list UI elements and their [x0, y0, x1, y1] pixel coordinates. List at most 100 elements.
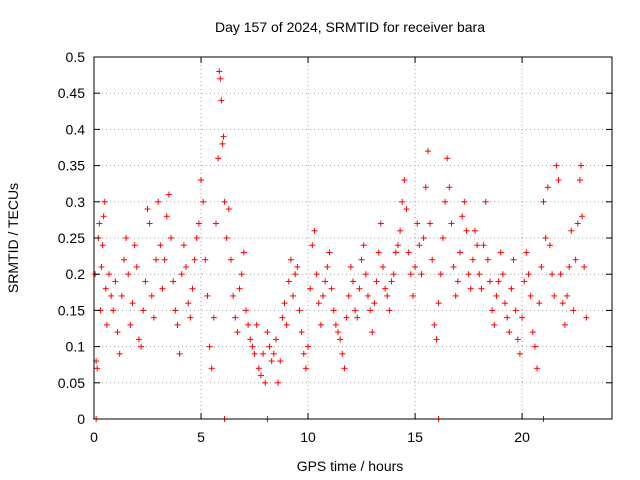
data-point — [343, 314, 350, 321]
data-point — [549, 271, 556, 278]
data-point — [416, 242, 423, 249]
data-point — [204, 292, 211, 299]
data-point — [491, 321, 498, 328]
data-point — [326, 249, 333, 256]
data-point — [108, 292, 115, 299]
data-point — [546, 242, 553, 249]
data-point — [238, 271, 245, 278]
data-point — [495, 278, 502, 285]
data-point — [155, 198, 162, 205]
data-point — [482, 198, 489, 205]
data-point — [540, 198, 547, 205]
data-point — [414, 220, 421, 227]
data-point — [232, 314, 239, 321]
y-tick-label: 0.3 — [66, 194, 86, 210]
data-point — [123, 235, 130, 241]
data-point — [144, 206, 151, 213]
data-point — [320, 292, 327, 299]
y-tick-label: 0.1 — [66, 339, 86, 355]
data-point — [294, 263, 301, 270]
axis-ticks: 0 0.05 0.1 0.15 0.2 0.25 0.3 0.35 0.4 0.45 0.5 0 5 10… — [58, 49, 612, 445]
data-point — [116, 350, 123, 357]
data-point — [437, 271, 444, 278]
data-point — [377, 220, 384, 227]
data-point — [559, 300, 566, 307]
data-point — [302, 365, 309, 372]
data-point — [322, 278, 329, 285]
data-point — [242, 307, 249, 314]
data-point — [388, 278, 395, 285]
data-point — [275, 379, 282, 386]
data-point — [390, 271, 397, 278]
data-point — [105, 271, 112, 278]
data-point — [110, 307, 117, 314]
data-point — [364, 292, 371, 299]
data-point — [463, 227, 470, 234]
data-point — [221, 198, 228, 205]
data-point — [240, 249, 247, 256]
data-point — [352, 307, 359, 314]
y-tick-label: 0.25 — [58, 230, 85, 246]
data-point — [508, 285, 515, 292]
data-point — [220, 133, 227, 140]
data-point — [427, 220, 434, 227]
data-point — [531, 343, 538, 350]
data-point — [397, 227, 404, 234]
x-axis-label: GPS time / hours — [297, 458, 404, 474]
data-point — [576, 177, 583, 184]
data-point — [350, 278, 356, 285]
data-point — [202, 256, 209, 263]
data-point — [195, 220, 202, 227]
data-point — [367, 307, 374, 314]
data-point — [206, 343, 213, 350]
data-points — [92, 68, 590, 422]
data-point — [450, 263, 457, 270]
data-point — [439, 235, 446, 241]
data-point — [480, 242, 487, 249]
data-point — [279, 314, 286, 321]
data-point — [561, 321, 568, 328]
data-point — [341, 365, 348, 372]
data-point — [255, 365, 262, 372]
data-point — [140, 307, 147, 314]
data-point — [564, 292, 571, 299]
data-point — [332, 321, 339, 328]
data-point — [178, 271, 185, 278]
y-tick-label: 0.35 — [58, 158, 85, 174]
data-point — [103, 321, 110, 328]
data-point — [371, 300, 378, 307]
data-point — [174, 321, 181, 328]
data-point — [379, 263, 386, 270]
data-point — [185, 300, 192, 307]
data-point — [300, 350, 307, 357]
data-point — [527, 292, 534, 299]
data-point — [399, 198, 406, 205]
data-point — [277, 358, 284, 365]
data-point — [583, 314, 590, 321]
data-point — [247, 336, 254, 343]
data-point — [180, 242, 187, 249]
data-point — [287, 256, 294, 263]
data-point — [446, 184, 453, 191]
data-point — [579, 213, 586, 220]
data-point — [163, 213, 170, 220]
data-point — [461, 198, 468, 205]
data-point — [120, 256, 127, 263]
data-point — [127, 321, 134, 328]
data-point — [165, 191, 172, 198]
y-tick-label: 0.2 — [66, 266, 86, 282]
data-point — [512, 307, 519, 314]
data-point — [484, 256, 491, 263]
data-point — [262, 379, 269, 386]
data-point — [309, 242, 316, 249]
data-point — [236, 285, 243, 292]
data-point — [264, 329, 271, 336]
data-point — [469, 256, 476, 263]
data-point — [142, 278, 149, 285]
data-point — [268, 358, 275, 365]
data-point — [270, 350, 277, 357]
data-point — [129, 300, 136, 307]
data-point — [568, 227, 575, 234]
data-point — [230, 292, 237, 299]
data-point — [499, 271, 506, 278]
